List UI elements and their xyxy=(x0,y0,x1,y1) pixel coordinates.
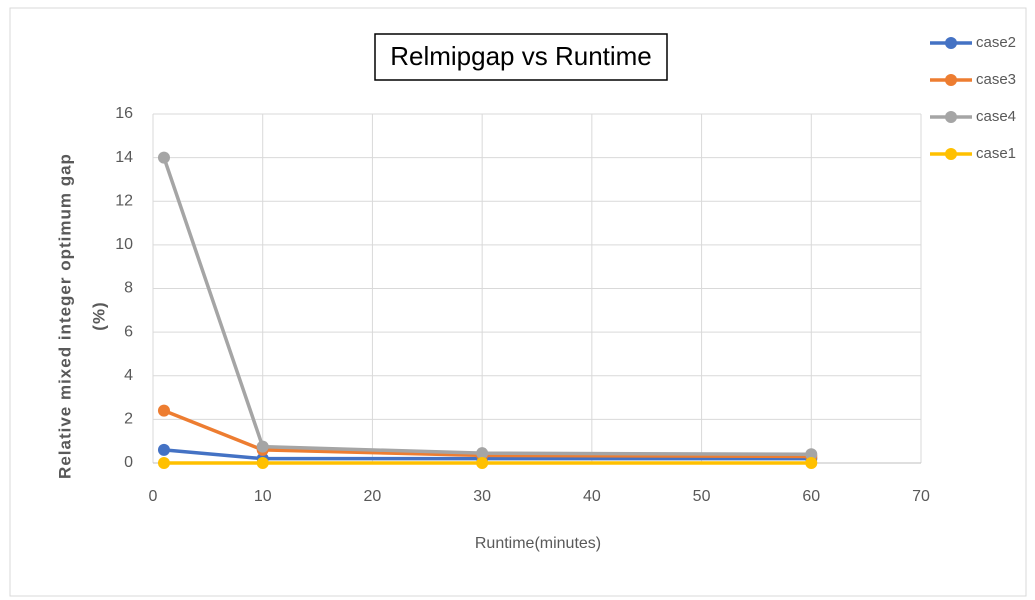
chart-border xyxy=(9,7,1027,597)
x-tick-label: 50 xyxy=(693,488,711,505)
y-tick-label: 4 xyxy=(124,367,133,384)
y-tick-label: 8 xyxy=(124,280,133,297)
legend-label: case3 xyxy=(976,71,1016,88)
title-box xyxy=(374,33,668,81)
x-tick-label: 0 xyxy=(149,488,158,505)
data-point xyxy=(805,448,818,461)
y-tick-label: 10 xyxy=(115,236,133,253)
y-tick-label: 16 xyxy=(115,105,133,122)
x-tick-label: 30 xyxy=(473,488,491,505)
data-point xyxy=(256,457,269,469)
data-point xyxy=(476,457,489,469)
y-axis-label-line: (%) xyxy=(89,301,108,330)
x-axis-label: Runtime(minutes) xyxy=(475,535,601,552)
y-tick-label: 0 xyxy=(124,454,133,471)
data-point xyxy=(157,404,170,417)
y-axis-label-line: Relative mixed integer optimum gap xyxy=(55,153,74,479)
y-tick-label: 12 xyxy=(115,192,133,209)
legend-marker xyxy=(945,74,957,86)
data-point xyxy=(256,440,269,453)
data-point xyxy=(157,443,170,456)
data-point xyxy=(157,457,170,469)
data-point xyxy=(157,151,170,164)
chart-title: Relmipgap vs Runtime xyxy=(390,41,652,71)
legend-label: case1 xyxy=(976,145,1016,162)
data-point xyxy=(805,457,818,469)
x-tick-label: 10 xyxy=(254,488,272,505)
x-tick-label: 70 xyxy=(912,488,930,505)
y-tick-label: 14 xyxy=(115,149,133,166)
legend-label: case2 xyxy=(976,34,1016,51)
legend-marker xyxy=(945,148,957,160)
legend-marker xyxy=(945,111,957,123)
y-tick-label: 2 xyxy=(124,411,133,428)
y-axis-label: Relative mixed integer optimum gap (%) xyxy=(55,153,108,479)
y-tick-label: 6 xyxy=(124,323,133,340)
series-line xyxy=(163,409,812,459)
legend-marker xyxy=(945,37,957,49)
x-tick-label: 20 xyxy=(364,488,382,505)
x-tick-label: 40 xyxy=(583,488,601,505)
legend-label: case4 xyxy=(976,108,1016,125)
series-line xyxy=(162,157,812,457)
series-line xyxy=(163,448,812,461)
x-tick-label: 60 xyxy=(802,488,820,505)
data-point xyxy=(476,447,489,460)
